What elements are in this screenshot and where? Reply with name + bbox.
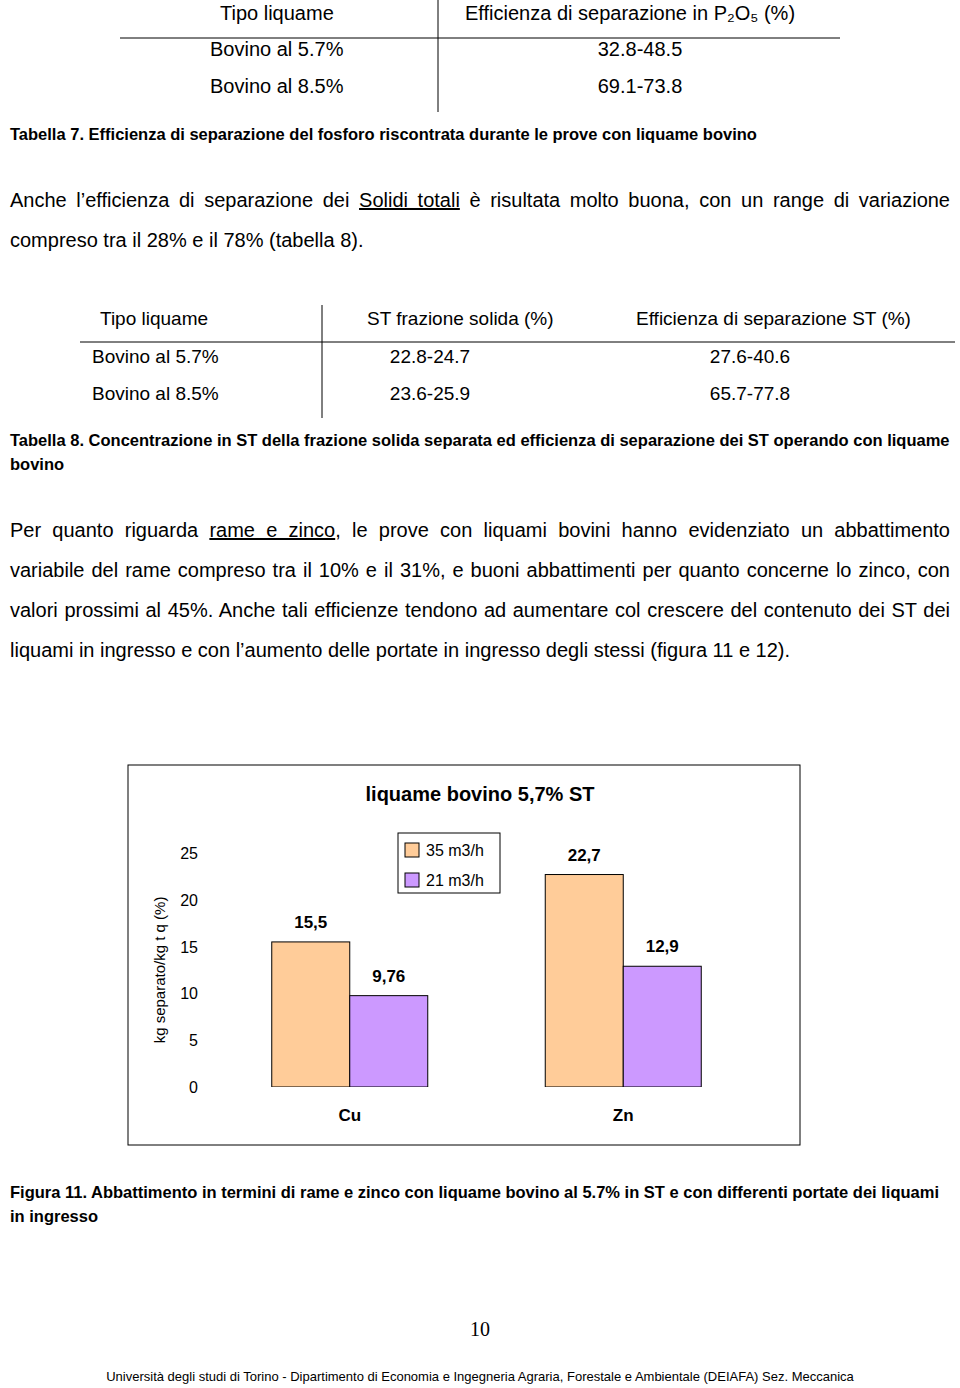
tick-label: 20 [180, 892, 198, 909]
tick-label: 25 [180, 845, 198, 862]
data-label: 22,7 [568, 846, 601, 865]
bars [272, 875, 702, 1087]
table-cell: 65.7-77.8 [710, 383, 790, 405]
footer: Università degli studi di Torino - Dipar… [106, 1369, 854, 1384]
paragraph: Anche l’efficienza di separazione dei So… [10, 180, 950, 260]
table-cell: Bovino al 8.5% [210, 75, 343, 98]
chart-frame [128, 765, 800, 1145]
category-label: Zn [613, 1106, 634, 1125]
table-rule [438, 0, 439, 112]
legend-swatch [405, 873, 419, 887]
category-label: Cu [338, 1106, 361, 1125]
legend-label: 35 m3/h [426, 842, 484, 859]
table-rule [80, 342, 955, 343]
table-header: Tipo liquame [220, 2, 334, 25]
bar [623, 966, 701, 1087]
data-label: 9,76 [372, 967, 405, 986]
table-cell: 32.8-48.5 [598, 38, 683, 61]
chart-title: liquame bovino 5,7% ST [366, 783, 595, 805]
table-header: Tipo liquame [100, 308, 208, 330]
caption: Figura 11. Abbattimento in termini di ra… [10, 1180, 955, 1228]
tick-label: 0 [189, 1079, 198, 1096]
table-cell: Bovino al 5.7% [210, 38, 343, 61]
table-rule [322, 305, 323, 418]
data-label: 12,9 [646, 937, 679, 956]
bar [272, 942, 350, 1087]
table-cell: 23.6-25.9 [390, 383, 470, 405]
axis-label: kg separato/kg t q (%) [151, 897, 168, 1044]
table-cell: Bovino al 8.5% [92, 383, 219, 405]
page-number: 10 [470, 1318, 490, 1341]
data-label: 15,5 [294, 913, 327, 932]
tick-label: 10 [180, 985, 198, 1002]
underlined-text: rame e zinco [209, 519, 335, 541]
underlined-text: Solidi totali [359, 189, 460, 211]
bar [545, 875, 623, 1087]
caption: Tabella 8. Concentrazione in ST della fr… [10, 428, 955, 476]
table-header: Efficienza di separazione in P₂O₅ (%) [465, 2, 795, 25]
legend [398, 833, 500, 893]
legend-label: 21 m3/h [426, 872, 484, 889]
table-cell: 22.8-24.7 [390, 346, 470, 368]
table-cell: 27.6-40.6 [710, 346, 790, 368]
legend-swatch [405, 843, 419, 857]
caption: Tabella 7. Efficienza di separazione del… [10, 122, 955, 146]
tick-label: 15 [180, 939, 198, 956]
table-cell: 69.1-73.8 [598, 75, 683, 98]
paragraph: Per quanto riguarda rame e zinco, le pro… [10, 510, 950, 670]
table-cell: Bovino al 5.7% [92, 346, 219, 368]
table-header: ST frazione solida (%) [367, 308, 554, 330]
tick-label: 5 [189, 1032, 198, 1049]
bar [350, 996, 428, 1087]
table-header: Efficienza di separazione ST (%) [636, 308, 911, 330]
text: Per quanto riguarda [10, 519, 209, 541]
text: Anche l’efficienza di separazione dei [10, 189, 359, 211]
